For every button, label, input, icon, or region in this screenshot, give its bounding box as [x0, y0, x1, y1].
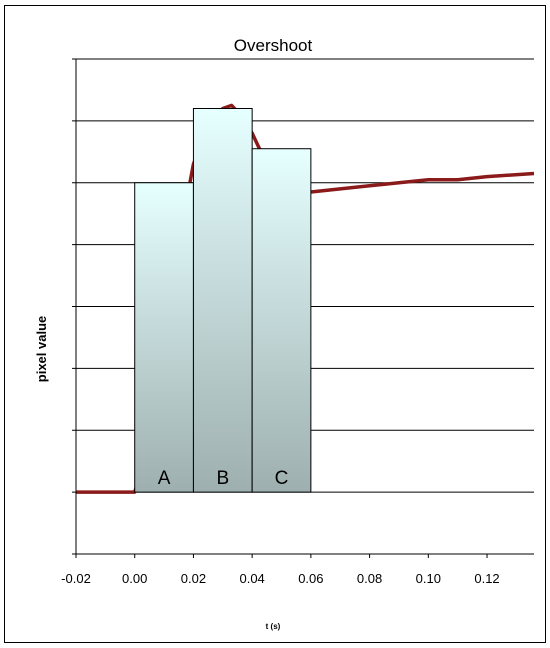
bar-a	[134, 182, 194, 493]
chart-title: Overshoot	[234, 36, 313, 55]
x-tick-label: 0.00	[122, 571, 147, 586]
x-tick-label: 0.04	[239, 571, 264, 586]
bar-label-a: A	[158, 468, 171, 489]
bar-layer: A B C	[134, 108, 312, 493]
bar-label-c: C	[275, 468, 289, 489]
bar-label-b: B	[216, 468, 229, 489]
x-axis-label: t (s)	[266, 622, 281, 631]
bar-b	[192, 108, 253, 493]
bar-c	[251, 148, 312, 493]
x-tick-label: 0.08	[357, 571, 382, 586]
x-tick-label: 0.02	[181, 571, 206, 586]
overshoot-chart: A B C -0.02 0.00 0.02 0.04 0.06 0.08 0.10 0.12 Ov…	[34, 36, 535, 631]
x-tick-label: -0.02	[61, 571, 91, 586]
chart-frame: A B C -0.02 0.00 0.02 0.04 0.06 0.08 0.10 0.12 Ov…	[4, 5, 546, 643]
x-tick-label: 0.12	[474, 571, 499, 586]
x-tick-label: 0.10	[416, 571, 441, 586]
x-tick-label: 0.06	[298, 571, 323, 586]
y-axis-label: pixel value	[34, 316, 49, 382]
axis-layer: -0.02 0.00 0.02 0.04 0.06 0.08 0.10 0.12	[61, 58, 534, 586]
